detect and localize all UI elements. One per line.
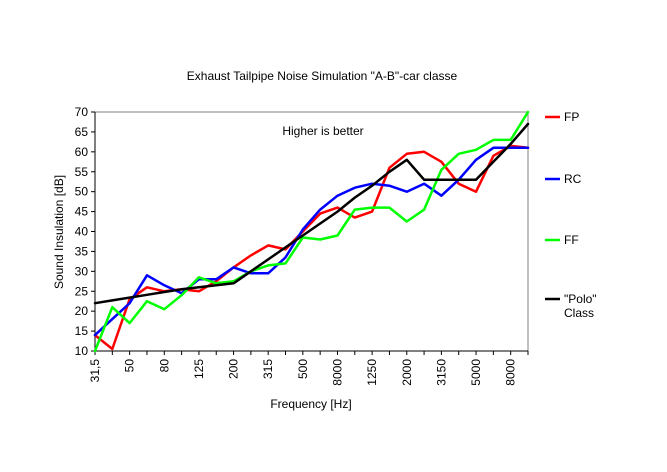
series-line-3 [93,110,530,353]
x-tick-label: 2000 [400,359,414,386]
chart-annotation: Higher is better [282,124,363,138]
y-tick-label: 45 [75,205,89,219]
legend-label: RC [564,172,582,186]
x-axis-label: Frequency [Hz] [270,397,351,411]
y-tick-label: 30 [75,264,89,278]
x-tick-label: 8000 [504,359,518,386]
y-tick-label: 70 [75,105,89,119]
x-tick-label: 80 [157,359,171,373]
y-tick-label: 10 [75,344,89,358]
x-tick-label: 500 [296,359,310,379]
x-tick-label: 125 [192,359,206,379]
legend-label: FF [564,233,579,247]
x-tick-label: 50 [123,359,137,373]
x-tick-label: 315 [261,359,275,379]
x-tick-label: 1250 [365,359,379,386]
legend-label: "Polo" Class [564,292,597,320]
y-tick-label: 60 [75,145,89,159]
plot-frame [94,111,529,352]
x-tick-label: 8000 [330,359,344,386]
y-tick-label: 55 [75,165,89,179]
x-tick-label: 31,5 [88,359,102,383]
x-tick-label: 5000 [469,359,483,386]
y-tick-label: 40 [75,225,89,239]
plot-area: 10 15 20 25 30 35 40 45 50 55 60 65 70 31,5 50 80 125 200… [75,105,530,386]
x-tick-label: 3150 [434,359,448,386]
y-tick-label: 15 [75,324,89,338]
chart-title: Exhaust Tailpipe Noise Simulation "A-B"-… [187,69,458,83]
legend: FP RC FF "Polo" Class [545,110,597,320]
y-tick-label: 65 [75,125,89,139]
y-tick-label: 20 [75,304,89,318]
series-line-4 [93,122,530,305]
y-tick-label: 25 [75,284,89,298]
y-axis-label: Sound Insulation [dB] [52,175,66,289]
y-tick-label: 50 [75,185,89,199]
y-tick-label: 35 [75,244,89,258]
legend-label: FP [564,110,579,124]
x-tick-label: 200 [227,359,241,379]
series-line-2 [93,146,530,337]
